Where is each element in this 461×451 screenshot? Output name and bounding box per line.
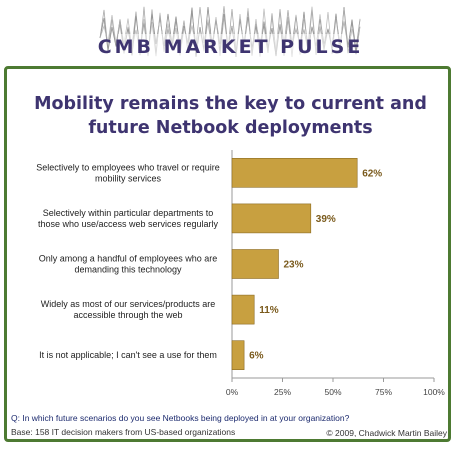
- category-label-2: Only among a handful of employees who ar…: [39, 254, 218, 275]
- category-label-0: Selectively to employees who travel or r…: [36, 162, 220, 183]
- value-label-4: 6%: [249, 351, 264, 362]
- survey-question: Q: In which future scenarios do you see …: [11, 413, 350, 423]
- x-tick-label-3: 75%: [375, 387, 392, 397]
- copyright-notice: © 2009, Chadwick Martin Bailey: [326, 428, 447, 438]
- category-label-4: It is not applicable; I can't see a use …: [39, 350, 217, 360]
- category-label-3: Widely as most of our services/products …: [41, 299, 216, 320]
- banner-waveform: [99, 6, 361, 58]
- value-label-2: 23%: [284, 260, 304, 271]
- value-label-3: 11%: [259, 305, 279, 316]
- bar-0: [231, 158, 358, 188]
- bar-2: [231, 249, 279, 279]
- chart-title: Mobility remains the key to current and …: [34, 94, 427, 138]
- x-tick-label-2: 50%: [324, 387, 341, 397]
- banner-title: CMB MARKET PULSE: [97, 36, 364, 58]
- x-tick-label-4: 100%: [423, 387, 445, 397]
- bar-3: [231, 294, 255, 325]
- x-tick-label-0: 0%: [226, 387, 239, 397]
- x-tick-label-1: 25%: [274, 387, 291, 397]
- survey-base: Base: 158 IT decision makers from US-bas…: [11, 427, 236, 437]
- value-label-0: 62%: [362, 168, 382, 179]
- chart-frame: [4, 66, 451, 442]
- value-label-1: 39%: [316, 214, 336, 225]
- bar-4: [231, 340, 245, 371]
- bar-1: [231, 203, 312, 234]
- category-label-1: Selectively within particular department…: [38, 208, 219, 229]
